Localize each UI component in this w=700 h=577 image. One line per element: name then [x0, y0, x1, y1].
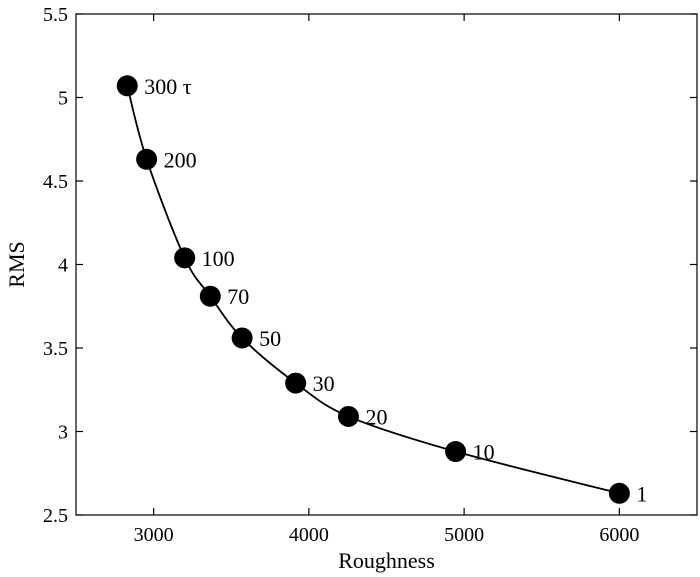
x-tick-label: 3000 [134, 524, 174, 546]
data-point-label: 10 [473, 440, 495, 465]
y-tick-label: 3.5 [43, 338, 68, 360]
data-point [174, 247, 196, 269]
data-point-label: 20 [365, 404, 387, 429]
y-axis-label: RMS [4, 241, 29, 287]
data-point [337, 405, 359, 427]
x-axis-label: Roughness [338, 548, 435, 573]
data-point-label: 1 [636, 481, 647, 506]
data-point-label: 200 [164, 147, 197, 172]
x-tick-label: 4000 [289, 524, 329, 546]
data-point [136, 148, 158, 170]
data-point [231, 327, 253, 349]
data-point [608, 482, 630, 504]
y-tick-label: 4.5 [43, 171, 68, 193]
series-line [126, 85, 620, 495]
data-point [116, 75, 138, 97]
data-point-label: 30 [313, 371, 335, 396]
plot-marks: 300 τ 200 100 70 50 30 20 10 1 [116, 74, 647, 506]
x-tick-label: 5000 [444, 524, 484, 546]
data-point-label: 100 [202, 246, 235, 271]
x-axis-ticks: 3000 4000 5000 6000 [134, 14, 639, 546]
data-point-label: 70 [227, 284, 249, 309]
y-tick-label: 5 [58, 88, 68, 110]
data-point [445, 441, 467, 463]
y-tick-label: 2.5 [43, 505, 68, 527]
y-tick-label: 4 [58, 255, 68, 277]
data-point-label: 300 τ [144, 74, 192, 99]
y-axis-ticks: 2.5 3 3.5 4 4.5 5 5.5 [43, 4, 697, 527]
data-point [199, 285, 221, 307]
data-point-label: 50 [259, 326, 281, 351]
y-tick-label: 3 [58, 422, 68, 444]
x-tick-label: 6000 [599, 524, 639, 546]
data-point [285, 372, 307, 394]
y-tick-label: 5.5 [43, 4, 68, 26]
